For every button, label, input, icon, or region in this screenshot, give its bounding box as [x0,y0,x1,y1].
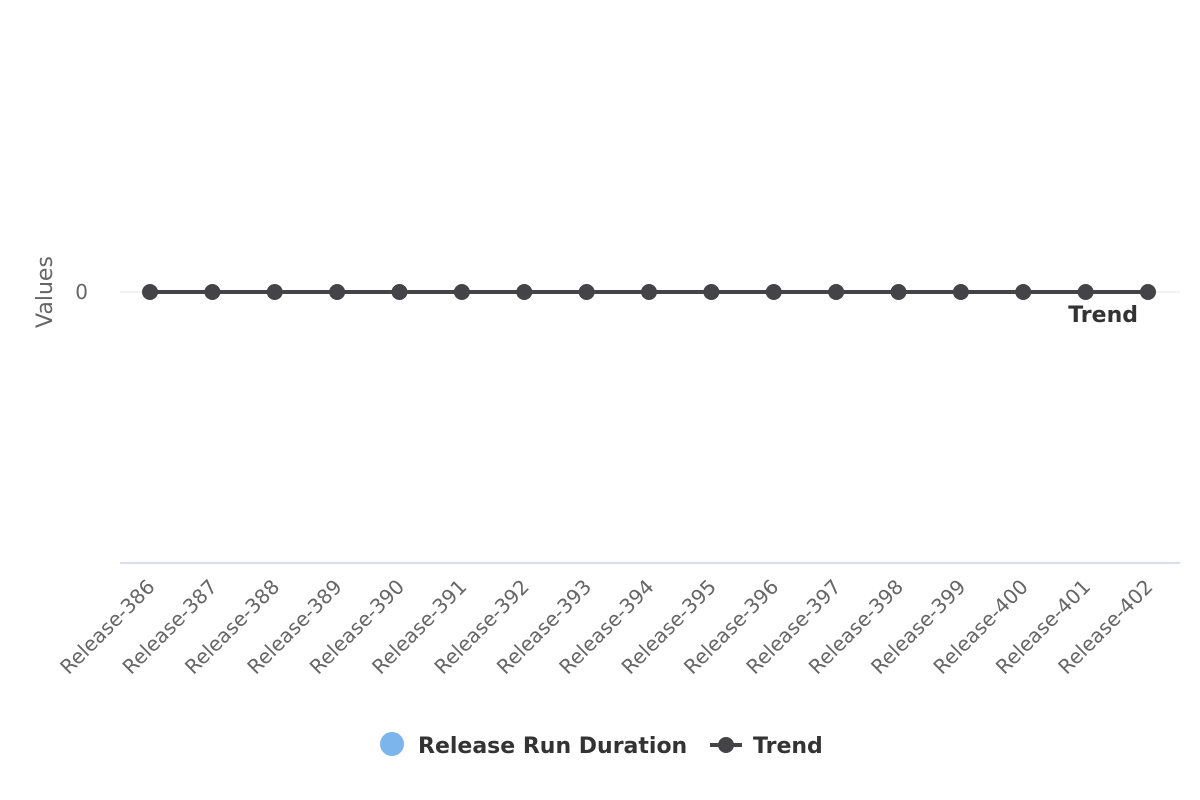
trend-point[interactable] [1140,284,1156,300]
trend-point[interactable] [952,284,969,300]
trend-point[interactable] [703,284,720,300]
trend-point[interactable] [1077,284,1094,300]
legend-label-release-run-duration: Release Run Duration [418,734,687,759]
legend-item-release-run-duration[interactable]: Release Run Duration [380,732,687,759]
axis-layer: Values 0 [33,256,88,328]
trend-point[interactable] [765,284,782,300]
legend-swatch-trend-marker [718,737,734,753]
legend-label-trend: Trend [753,734,823,759]
trend-point[interactable] [266,284,283,300]
trend-point[interactable] [516,284,533,300]
trend-end-label: Trend [1068,303,1138,328]
trend-point[interactable] [453,284,470,300]
trend-point[interactable] [1015,284,1032,300]
grid-layer [120,291,1180,564]
trend-point[interactable] [329,284,346,300]
y-tick-label: 0 [75,280,88,304]
trend-point[interactable] [828,284,845,300]
trend-point[interactable] [391,284,408,300]
trend-point[interactable] [142,284,158,300]
x-tick-labels: Release-386Release-387Release-388Release… [55,575,1157,679]
trend-point[interactable] [204,284,221,300]
series-layer: Trend [142,284,1156,328]
legend: Release Run Duration Trend [380,732,823,759]
trend-point[interactable] [890,284,907,300]
legend-item-trend[interactable]: Trend [710,734,823,759]
legend-swatch-release-run-duration [380,732,404,756]
trend-point[interactable] [578,284,595,300]
y-axis-title: Values [33,256,58,328]
trend-point[interactable] [641,284,657,300]
